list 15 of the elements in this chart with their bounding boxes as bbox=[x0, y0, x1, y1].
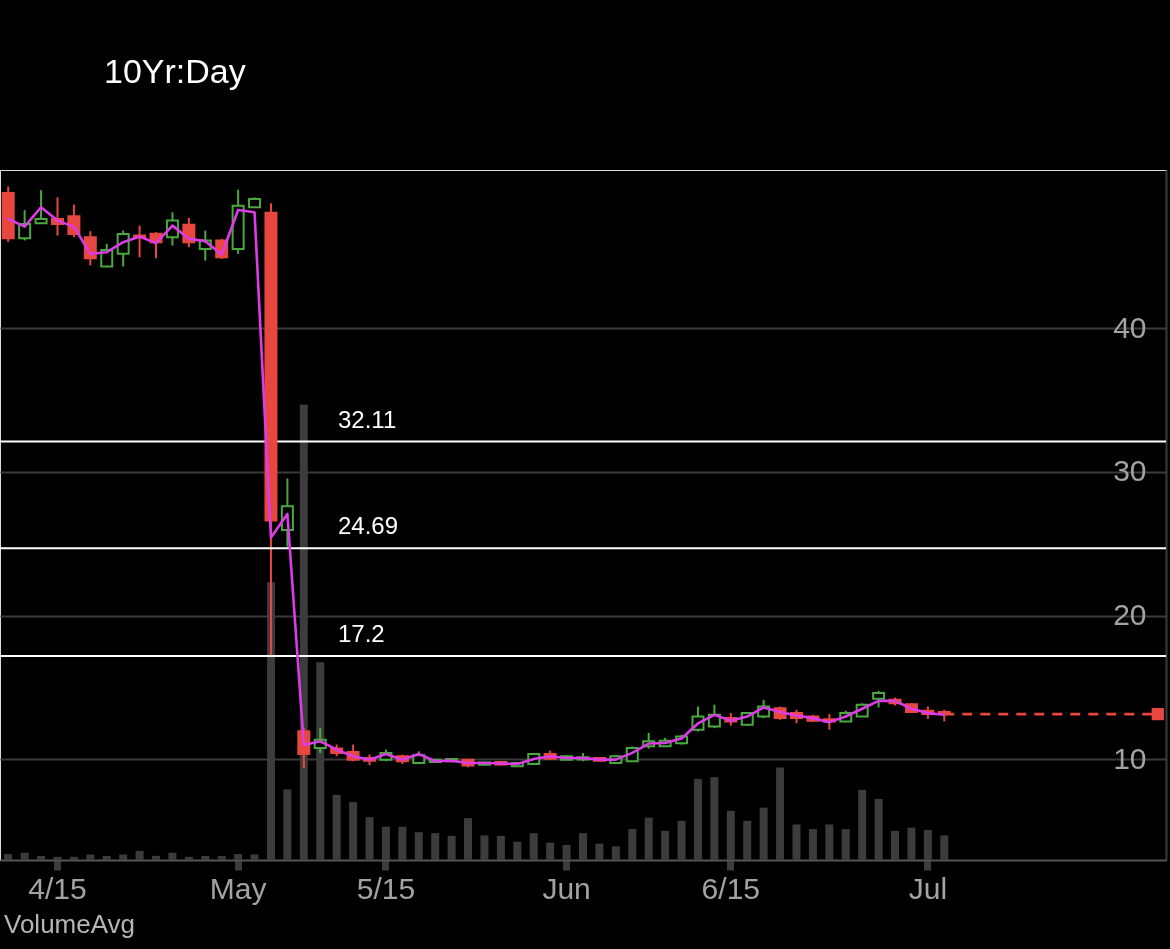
y-tick-label: 40 bbox=[1113, 310, 1147, 344]
x-tick-label: May bbox=[209, 871, 267, 905]
x-tick-label: Jun bbox=[542, 871, 591, 905]
y-tick-label: 10 bbox=[1113, 741, 1147, 775]
x-tick-label: 5/15 bbox=[356, 871, 416, 905]
x-tick-label: Jul bbox=[908, 871, 948, 905]
ref-line-label: 32.11 bbox=[338, 405, 397, 433]
y-tick-label: 20 bbox=[1113, 598, 1147, 632]
text: VolumeAvg bbox=[4, 909, 136, 939]
chart-title: 10Yr:Day bbox=[104, 52, 246, 90]
y-tick-label: 30 bbox=[1113, 454, 1147, 488]
ref-line-label: 24.69 bbox=[338, 512, 399, 540]
ref-line-label: 17.2 bbox=[338, 619, 385, 647]
x-tick-label: 6/15 bbox=[701, 871, 760, 905]
x-tick-label: 4/15 bbox=[28, 871, 87, 905]
